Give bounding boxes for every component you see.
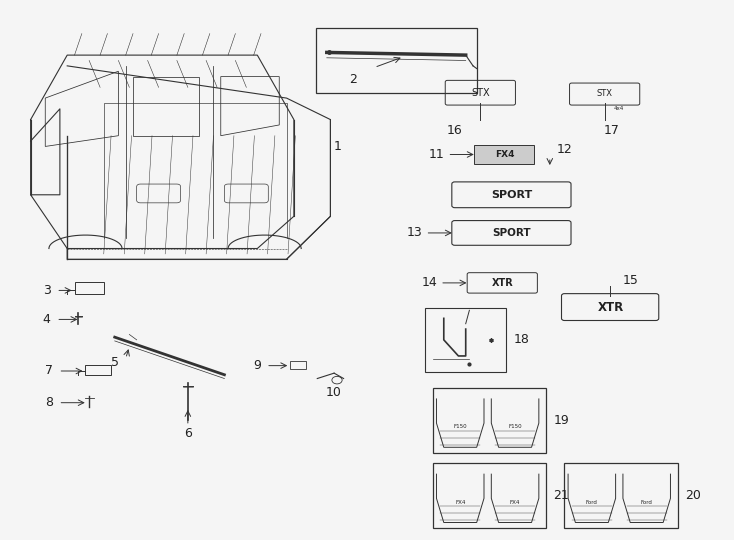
Text: 1: 1	[334, 140, 342, 153]
Text: 7: 7	[45, 364, 53, 377]
Text: SPORT: SPORT	[491, 190, 532, 200]
Text: 21: 21	[553, 489, 569, 502]
Text: XTR: XTR	[597, 301, 624, 314]
Text: 12: 12	[556, 143, 573, 156]
Text: F150: F150	[508, 424, 522, 429]
Text: F150: F150	[454, 424, 467, 429]
Text: Ford: Ford	[586, 500, 597, 504]
Text: FX4: FX4	[510, 500, 520, 504]
Text: 2: 2	[349, 73, 357, 86]
Text: 18: 18	[513, 333, 529, 346]
Text: 19: 19	[553, 414, 569, 427]
FancyBboxPatch shape	[474, 145, 534, 164]
Bar	[433, 463, 546, 528]
Text: 8: 8	[45, 396, 53, 409]
Text: 5: 5	[111, 356, 119, 369]
Text: FX4: FX4	[455, 500, 465, 504]
Bar	[426, 308, 506, 372]
Bar	[433, 388, 546, 453]
Text: 9: 9	[253, 359, 261, 372]
Text: 4: 4	[43, 313, 51, 326]
Text: FX4: FX4	[495, 150, 515, 159]
Text: XTR: XTR	[491, 278, 513, 288]
Text: STX: STX	[597, 89, 613, 98]
Text: Ford: Ford	[641, 500, 653, 504]
Text: STX: STX	[471, 87, 490, 98]
Text: 13: 13	[407, 226, 422, 239]
Text: 17: 17	[604, 124, 620, 137]
Bar	[564, 463, 677, 528]
Text: 3: 3	[43, 284, 51, 297]
Text: 15: 15	[622, 274, 638, 287]
Text: 20: 20	[685, 489, 701, 502]
Text: 4x4: 4x4	[614, 106, 625, 111]
Text: 6: 6	[184, 427, 192, 440]
Text: SPORT: SPORT	[493, 228, 531, 238]
Text: 10: 10	[326, 386, 342, 399]
Text: 14: 14	[421, 276, 437, 289]
Text: 11: 11	[429, 148, 444, 161]
Text: 16: 16	[447, 124, 462, 137]
